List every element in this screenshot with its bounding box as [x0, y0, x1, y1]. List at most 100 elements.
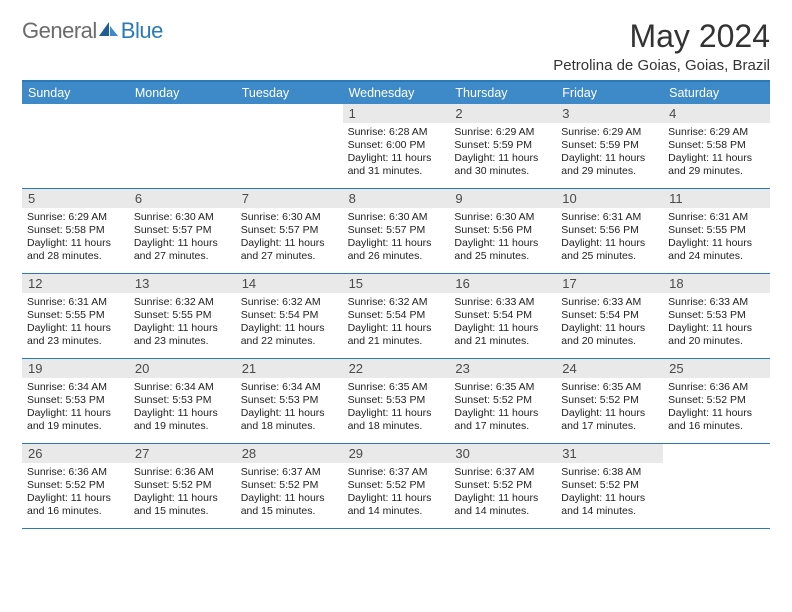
day-number: 4	[663, 104, 770, 123]
calendar-day: 5Sunrise: 6:29 AMSunset: 5:58 PMDaylight…	[22, 189, 129, 273]
day-details: Sunrise: 6:33 AMSunset: 5:53 PMDaylight:…	[663, 293, 770, 353]
day-details: Sunrise: 6:34 AMSunset: 5:53 PMDaylight:…	[22, 378, 129, 438]
calendar-week: 26Sunrise: 6:36 AMSunset: 5:52 PMDayligh…	[22, 444, 770, 529]
calendar-day: 29Sunrise: 6:37 AMSunset: 5:52 PMDayligh…	[343, 444, 450, 528]
day-number: 11	[663, 189, 770, 208]
day-number: 25	[663, 359, 770, 378]
weekday-header: Sunday	[22, 82, 129, 104]
month-title: May 2024	[553, 18, 770, 55]
calendar-day	[129, 104, 236, 188]
calendar-day: 3Sunrise: 6:29 AMSunset: 5:59 PMDaylight…	[556, 104, 663, 188]
day-number: 16	[449, 274, 556, 293]
calendar-day: 10Sunrise: 6:31 AMSunset: 5:56 PMDayligh…	[556, 189, 663, 273]
calendar-day: 22Sunrise: 6:35 AMSunset: 5:53 PMDayligh…	[343, 359, 450, 443]
calendar-day	[236, 104, 343, 188]
day-number: 21	[236, 359, 343, 378]
day-number: 7	[236, 189, 343, 208]
calendar-day: 27Sunrise: 6:36 AMSunset: 5:52 PMDayligh…	[129, 444, 236, 528]
calendar-day: 24Sunrise: 6:35 AMSunset: 5:52 PMDayligh…	[556, 359, 663, 443]
weekday-header: Friday	[556, 82, 663, 104]
brand-part2: Blue	[121, 18, 163, 44]
calendar-day: 25Sunrise: 6:36 AMSunset: 5:52 PMDayligh…	[663, 359, 770, 443]
calendar-day: 26Sunrise: 6:36 AMSunset: 5:52 PMDayligh…	[22, 444, 129, 528]
day-number: 3	[556, 104, 663, 123]
day-number: 9	[449, 189, 556, 208]
day-number: 2	[449, 104, 556, 123]
calendar-day: 12Sunrise: 6:31 AMSunset: 5:55 PMDayligh…	[22, 274, 129, 358]
day-details: Sunrise: 6:31 AMSunset: 5:56 PMDaylight:…	[556, 208, 663, 268]
calendar-body: 1Sunrise: 6:28 AMSunset: 6:00 PMDaylight…	[22, 104, 770, 529]
day-details: Sunrise: 6:36 AMSunset: 5:52 PMDaylight:…	[663, 378, 770, 438]
calendar-day: 2Sunrise: 6:29 AMSunset: 5:59 PMDaylight…	[449, 104, 556, 188]
page-header: General Blue May 2024 Petrolina de Goias…	[22, 18, 770, 74]
location-label: Petrolina de Goias, Goias, Brazil	[553, 57, 770, 74]
day-details: Sunrise: 6:33 AMSunset: 5:54 PMDaylight:…	[556, 293, 663, 353]
day-details: Sunrise: 6:38 AMSunset: 5:52 PMDaylight:…	[556, 463, 663, 523]
day-number: 28	[236, 444, 343, 463]
brand-part1: General	[22, 18, 97, 44]
day-details: Sunrise: 6:36 AMSunset: 5:52 PMDaylight:…	[22, 463, 129, 523]
day-details: Sunrise: 6:30 AMSunset: 5:57 PMDaylight:…	[236, 208, 343, 268]
day-details: Sunrise: 6:37 AMSunset: 5:52 PMDaylight:…	[343, 463, 450, 523]
calendar-day: 18Sunrise: 6:33 AMSunset: 5:53 PMDayligh…	[663, 274, 770, 358]
calendar-day: 21Sunrise: 6:34 AMSunset: 5:53 PMDayligh…	[236, 359, 343, 443]
day-details: Sunrise: 6:37 AMSunset: 5:52 PMDaylight:…	[236, 463, 343, 523]
calendar-table: SundayMondayTuesdayWednesdayThursdayFrid…	[22, 80, 770, 529]
calendar-week: 19Sunrise: 6:34 AMSunset: 5:53 PMDayligh…	[22, 359, 770, 444]
weekday-header-row: SundayMondayTuesdayWednesdayThursdayFrid…	[22, 82, 770, 104]
calendar-day: 28Sunrise: 6:37 AMSunset: 5:52 PMDayligh…	[236, 444, 343, 528]
day-number: 18	[663, 274, 770, 293]
day-details: Sunrise: 6:32 AMSunset: 5:55 PMDaylight:…	[129, 293, 236, 353]
day-number: 17	[556, 274, 663, 293]
calendar-day: 4Sunrise: 6:29 AMSunset: 5:58 PMDaylight…	[663, 104, 770, 188]
calendar-day: 15Sunrise: 6:32 AMSunset: 5:54 PMDayligh…	[343, 274, 450, 358]
calendar-day: 17Sunrise: 6:33 AMSunset: 5:54 PMDayligh…	[556, 274, 663, 358]
day-details: Sunrise: 6:30 AMSunset: 5:57 PMDaylight:…	[129, 208, 236, 268]
day-number: 12	[22, 274, 129, 293]
calendar-day: 20Sunrise: 6:34 AMSunset: 5:53 PMDayligh…	[129, 359, 236, 443]
day-number: 8	[343, 189, 450, 208]
day-number: 14	[236, 274, 343, 293]
day-details: Sunrise: 6:34 AMSunset: 5:53 PMDaylight:…	[129, 378, 236, 438]
weekday-header: Tuesday	[236, 82, 343, 104]
day-number: 22	[343, 359, 450, 378]
day-details: Sunrise: 6:31 AMSunset: 5:55 PMDaylight:…	[663, 208, 770, 268]
day-details: Sunrise: 6:29 AMSunset: 5:59 PMDaylight:…	[556, 123, 663, 183]
day-number: 15	[343, 274, 450, 293]
day-number: 27	[129, 444, 236, 463]
day-number: 5	[22, 189, 129, 208]
day-number: 23	[449, 359, 556, 378]
calendar-day: 8Sunrise: 6:30 AMSunset: 5:57 PMDaylight…	[343, 189, 450, 273]
day-number: 1	[343, 104, 450, 123]
weekday-header: Wednesday	[343, 82, 450, 104]
day-details: Sunrise: 6:35 AMSunset: 5:53 PMDaylight:…	[343, 378, 450, 438]
calendar-day: 14Sunrise: 6:32 AMSunset: 5:54 PMDayligh…	[236, 274, 343, 358]
day-details: Sunrise: 6:35 AMSunset: 5:52 PMDaylight:…	[556, 378, 663, 438]
day-number: 30	[449, 444, 556, 463]
day-details: Sunrise: 6:30 AMSunset: 5:56 PMDaylight:…	[449, 208, 556, 268]
calendar-day	[22, 104, 129, 188]
weekday-header: Saturday	[663, 82, 770, 104]
day-details: Sunrise: 6:33 AMSunset: 5:54 PMDaylight:…	[449, 293, 556, 353]
day-number: 10	[556, 189, 663, 208]
day-number: 20	[129, 359, 236, 378]
calendar-day	[663, 444, 770, 528]
calendar-day: 6Sunrise: 6:30 AMSunset: 5:57 PMDaylight…	[129, 189, 236, 273]
day-details: Sunrise: 6:32 AMSunset: 5:54 PMDaylight:…	[343, 293, 450, 353]
day-details: Sunrise: 6:35 AMSunset: 5:52 PMDaylight:…	[449, 378, 556, 438]
calendar-day: 30Sunrise: 6:37 AMSunset: 5:52 PMDayligh…	[449, 444, 556, 528]
calendar-day: 13Sunrise: 6:32 AMSunset: 5:55 PMDayligh…	[129, 274, 236, 358]
sail-icon	[97, 20, 119, 43]
calendar-day: 23Sunrise: 6:35 AMSunset: 5:52 PMDayligh…	[449, 359, 556, 443]
brand-logo: General Blue	[22, 18, 163, 44]
day-details: Sunrise: 6:29 AMSunset: 5:58 PMDaylight:…	[22, 208, 129, 268]
calendar-day: 16Sunrise: 6:33 AMSunset: 5:54 PMDayligh…	[449, 274, 556, 358]
calendar-day: 31Sunrise: 6:38 AMSunset: 5:52 PMDayligh…	[556, 444, 663, 528]
day-number: 31	[556, 444, 663, 463]
day-number: 6	[129, 189, 236, 208]
title-block: May 2024 Petrolina de Goias, Goias, Braz…	[553, 18, 770, 74]
day-details: Sunrise: 6:29 AMSunset: 5:58 PMDaylight:…	[663, 123, 770, 183]
calendar-week: 5Sunrise: 6:29 AMSunset: 5:58 PMDaylight…	[22, 189, 770, 274]
calendar-week: 12Sunrise: 6:31 AMSunset: 5:55 PMDayligh…	[22, 274, 770, 359]
calendar-day: 19Sunrise: 6:34 AMSunset: 5:53 PMDayligh…	[22, 359, 129, 443]
